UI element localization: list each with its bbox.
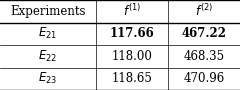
Text: 467.22: 467.22 — [181, 27, 227, 40]
Text: 470.96: 470.96 — [183, 72, 225, 85]
Text: $E_{22}$: $E_{22}$ — [38, 49, 58, 64]
Text: $f^{(1)}$: $f^{(1)}$ — [123, 3, 141, 19]
Text: Experiments: Experiments — [10, 5, 86, 18]
Text: $E_{21}$: $E_{21}$ — [38, 26, 58, 41]
Text: $f^{(2)}$: $f^{(2)}$ — [195, 3, 213, 19]
Text: $E_{23}$: $E_{23}$ — [38, 71, 58, 86]
Text: 468.35: 468.35 — [183, 50, 225, 63]
Text: 118.65: 118.65 — [112, 72, 152, 85]
Text: 117.66: 117.66 — [110, 27, 154, 40]
Text: 118.00: 118.00 — [112, 50, 152, 63]
